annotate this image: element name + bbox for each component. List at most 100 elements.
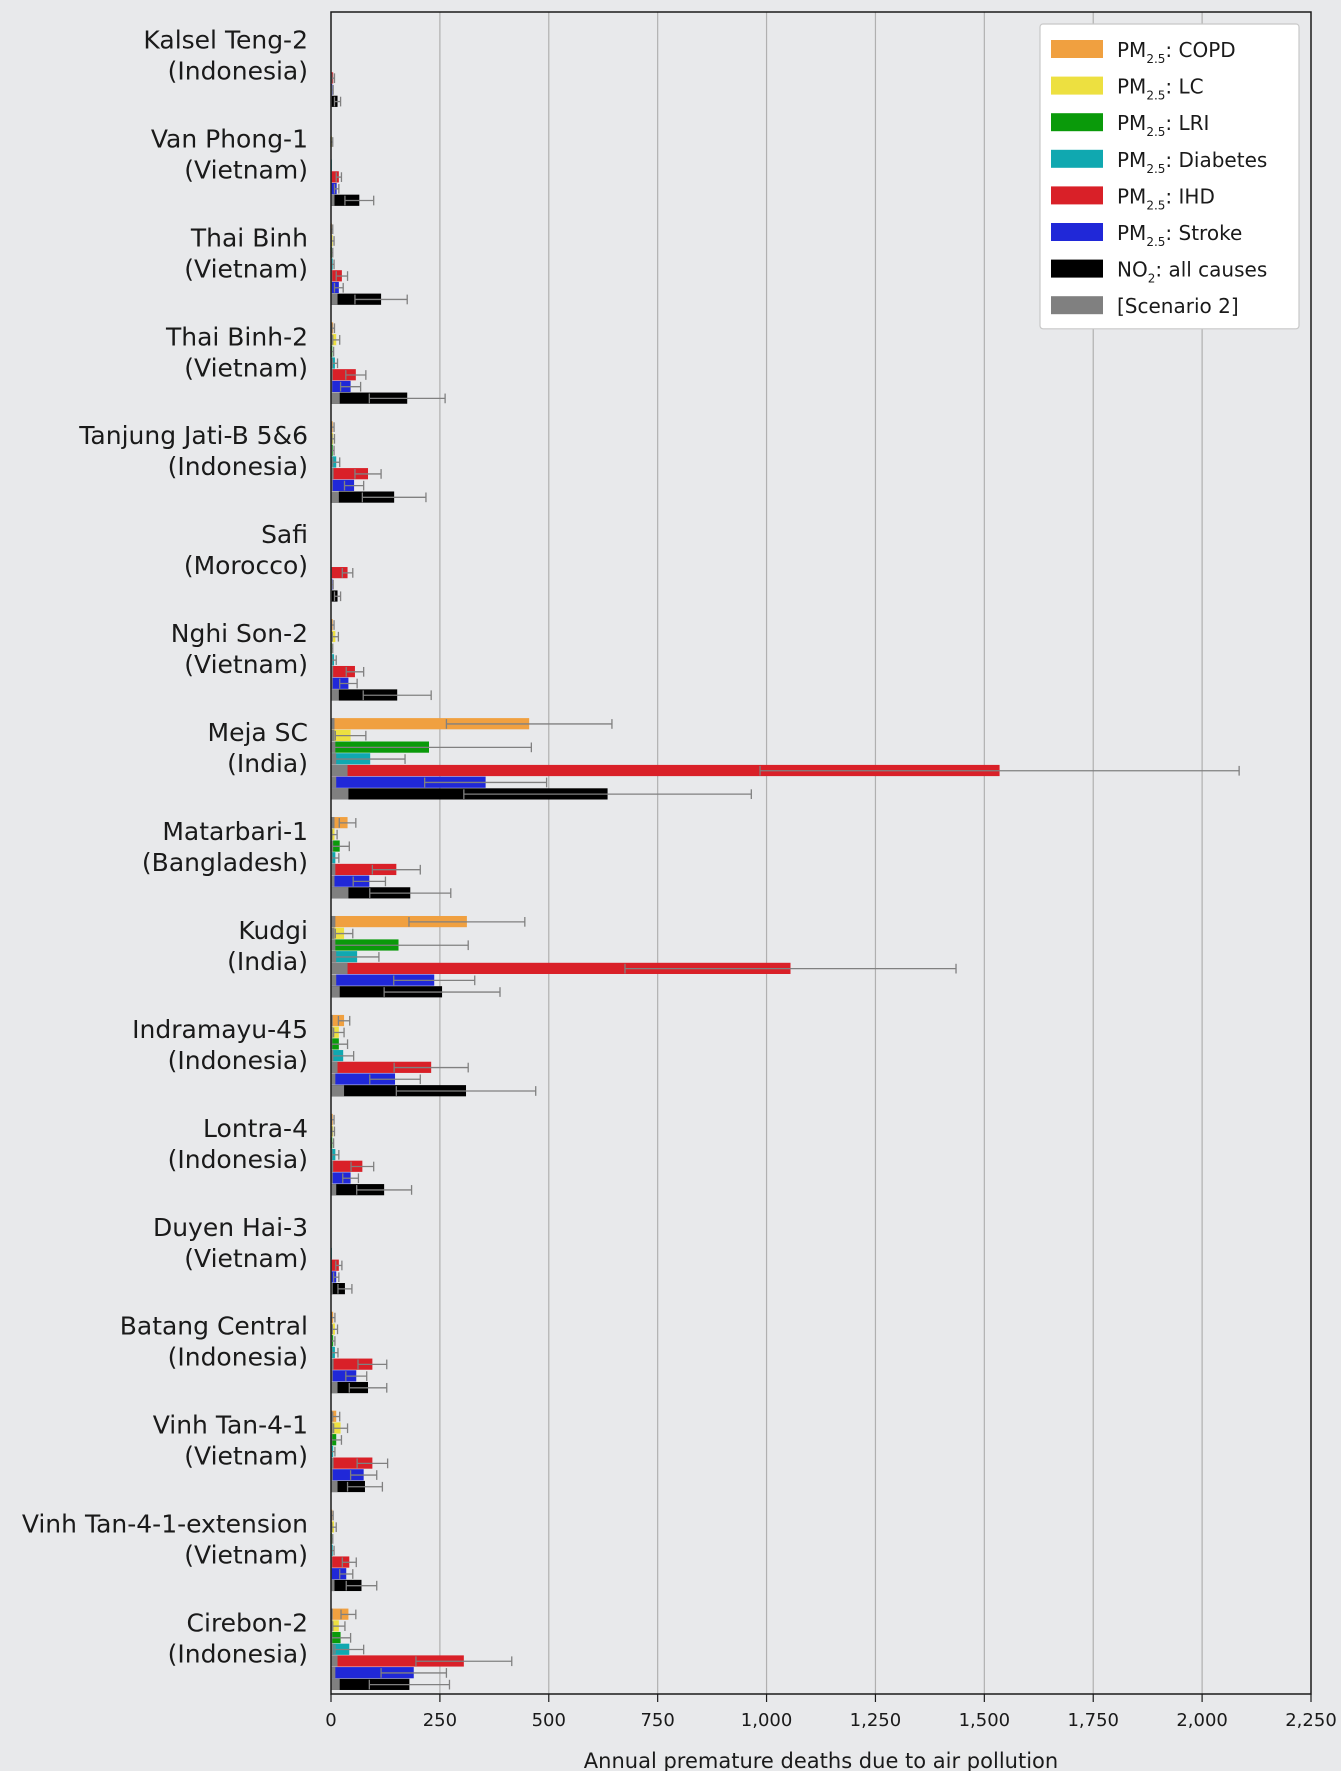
bar-scenario2 xyxy=(331,776,337,788)
bar-scenario2 xyxy=(331,1085,345,1097)
bar-ihd xyxy=(331,567,348,579)
x-tick-label: 1,500 xyxy=(959,1710,1011,1731)
plant-country-label: (Indonesia) xyxy=(168,1343,308,1372)
plant-country-label: (Vietnam) xyxy=(184,254,308,283)
plant-name-label: Indramayu-45 xyxy=(132,1015,308,1044)
bar-scenario2 xyxy=(331,1457,334,1469)
plot-frame xyxy=(330,11,1312,1695)
x-tick-label: 750 xyxy=(640,1710,674,1731)
plant-name-label: Duyen Hai-3 xyxy=(153,1213,308,1242)
x-tick-label: 500 xyxy=(532,1710,566,1731)
bar-scenario2 xyxy=(331,718,335,730)
legend-box xyxy=(1039,23,1300,330)
plant-name-label: Cirebon-2 xyxy=(187,1609,308,1638)
bar-ihd xyxy=(331,1655,464,1667)
bar-copd xyxy=(331,1608,349,1620)
plant-country-label: (Morocco) xyxy=(184,551,308,580)
x-tick-label: 0 xyxy=(325,1710,336,1731)
x-tick-label: 2,000 xyxy=(1176,1710,1228,1731)
bar-scenario2 xyxy=(331,665,334,678)
x-tick-label: 1,750 xyxy=(1067,1710,1119,1731)
legend-label: PM2.5: Stroke xyxy=(1117,221,1242,249)
plant-country-label: (Indonesia) xyxy=(168,452,308,481)
bar-scenario2 xyxy=(331,1358,334,1370)
plant-country-label: (Vietnam) xyxy=(184,1541,308,1570)
legend-swatch xyxy=(1051,259,1103,278)
legend-label: NO2: all causes xyxy=(1117,258,1267,286)
bar-ihd xyxy=(331,1457,373,1469)
bar-scenario2 xyxy=(331,1480,338,1493)
plant-name-label: Van Phong-1 xyxy=(151,124,308,153)
bar-scenario2 xyxy=(331,1073,336,1085)
bar-copd xyxy=(331,718,530,730)
bar-stroke xyxy=(331,1172,351,1184)
bar-scenario2 xyxy=(331,887,349,899)
bar-stroke xyxy=(331,1370,357,1382)
legend-swatch xyxy=(1051,76,1103,95)
legend-label: [Scenario 2] xyxy=(1117,294,1239,318)
plant-country-label: (Indonesia) xyxy=(168,1640,308,1669)
x-axis: 0 250 500 750 1,000 1,250 1,500 1,750 2,000 2,250 xyxy=(325,1694,1337,1731)
bar-scenario2 xyxy=(331,927,335,939)
plant-name-label: Thai Binh xyxy=(190,223,308,252)
x-tick-label: 2,250 xyxy=(1285,1710,1337,1731)
legend-label: PM2.5: LRI xyxy=(1117,111,1209,139)
plant-country-label: (Vietnam) xyxy=(184,155,308,184)
legend-swatch xyxy=(1051,223,1103,241)
bar-ihd xyxy=(331,665,355,678)
bar-scenario2 xyxy=(331,392,340,404)
bar-ihd xyxy=(331,1259,339,1271)
bar-ihd xyxy=(331,1061,432,1073)
bar-scenario2 xyxy=(331,863,336,876)
bar-scenario2 xyxy=(331,1370,333,1382)
bar-stroke xyxy=(331,182,337,195)
bar-scenario2 xyxy=(331,1643,334,1655)
plant-name-label: Vinh Tan-4-1 xyxy=(153,1411,308,1440)
bar-copd xyxy=(331,915,467,928)
bar-scenario2 xyxy=(331,369,333,381)
plant-country-label: (Vietnam) xyxy=(184,1244,308,1273)
bar-scenario2 xyxy=(331,1160,334,1172)
plant-country-label: (Vietnam) xyxy=(184,650,308,679)
bar-ihd xyxy=(331,171,339,183)
bar-scenario2 xyxy=(331,1667,336,1679)
bar-scenario2 xyxy=(331,1608,333,1620)
legend-swatch xyxy=(1051,40,1103,58)
bar-stroke xyxy=(331,776,486,788)
plant-country-label: (India) xyxy=(227,749,308,778)
plant-name-label: Tanjung Jati-B 5&6 xyxy=(78,421,308,450)
legend-swatch xyxy=(1051,186,1103,205)
bar-stroke xyxy=(331,1469,364,1481)
legend-label: PM2.5: LC xyxy=(1117,75,1204,103)
plant-country-label: (Vietnam) xyxy=(184,1442,308,1471)
plant-name-label: Safi xyxy=(261,520,308,549)
bar-stroke xyxy=(331,875,370,887)
bar-scenario2 xyxy=(331,1014,333,1027)
plant-country-label: (Indonesia) xyxy=(168,1046,308,1075)
bar-scenario2 xyxy=(331,1172,333,1184)
legend-swatch xyxy=(1051,296,1103,315)
bar-scenario2 xyxy=(331,1678,340,1690)
bar-scenario2 xyxy=(331,729,335,742)
bar-scenario2 xyxy=(331,491,339,503)
bar-stroke xyxy=(331,1568,347,1580)
bar-scenario2 xyxy=(331,1579,335,1592)
plant-name-label: Meja SC xyxy=(208,718,309,747)
legend-label: PM2.5: COPD xyxy=(1117,38,1236,66)
bar-scenario2 xyxy=(331,1381,338,1394)
plant-name-label: Kalsel Teng-2 xyxy=(143,25,308,54)
plant-country-label: (India) xyxy=(227,947,308,976)
x-tick-label: 250 xyxy=(423,1710,457,1731)
bar-scenario2 xyxy=(331,788,349,800)
legend: PM2.5: COPD PM2.5: LC PM2.5: LRI PM2.5: Dia… xyxy=(1039,23,1300,330)
bar-scenario2 xyxy=(331,1422,333,1434)
bar-ihd xyxy=(331,764,1000,777)
legend-swatch xyxy=(1051,113,1103,132)
bar-scenario2 xyxy=(331,1026,333,1038)
plant-name-label: Batang Central xyxy=(120,1312,308,1341)
plant-name-label: Kudgi xyxy=(238,916,308,945)
bar-scenario2 xyxy=(331,915,336,928)
bar-scenario2 xyxy=(331,986,340,998)
legend-label: PM2.5: IHD xyxy=(1117,184,1215,212)
